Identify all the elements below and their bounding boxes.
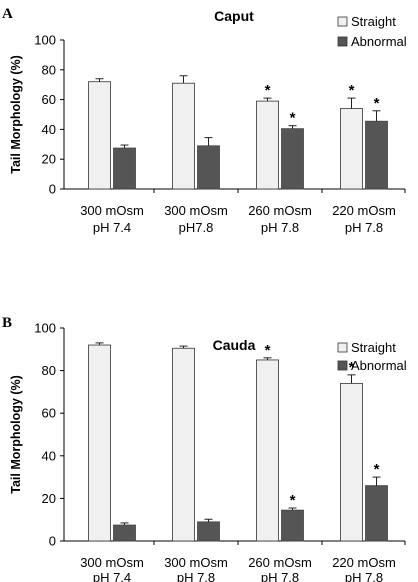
panel-letter: A (2, 6, 13, 22)
bar-abnormal (281, 128, 304, 190)
y-tick-label: 80 (42, 363, 56, 378)
chart-title: Cauda (213, 337, 256, 353)
category-label-line2: pH7.8 (179, 220, 214, 235)
y-tick-label: 80 (42, 62, 56, 77)
bar-abnormal (113, 524, 136, 542)
significance-star: * (349, 82, 355, 99)
y-tick-label: 0 (49, 182, 56, 197)
y-axis-label: Tail Morphology (%) (9, 55, 23, 174)
y-tick-label: 20 (42, 152, 56, 167)
significance-star: * (374, 461, 380, 478)
y-tick-label: 40 (42, 122, 56, 137)
bar-straight (340, 382, 363, 542)
category-label-line2: pH 7.4 (93, 570, 131, 582)
y-tick-label: 100 (34, 321, 56, 336)
category-label-line2: pH 7.8 (261, 220, 299, 235)
significance-star: * (349, 359, 355, 376)
bar-straight (256, 100, 279, 190)
category-label-line1: 220 mOsm (332, 203, 396, 218)
category-label-line1: 300 mOsm (80, 203, 144, 218)
y-tick-label: 60 (42, 406, 56, 421)
y-tick-label: 100 (34, 33, 56, 48)
bar-straight (256, 359, 279, 542)
category-label-line1: 220 mOsm (332, 555, 396, 570)
legend-label-straight: Straight (351, 340, 396, 355)
legend-swatch-straight (337, 342, 348, 353)
panel-caput: A Caput Tail Morphology (%) 0 20 40 60 80 100 300… (2, 6, 407, 235)
significance-star: * (290, 110, 296, 127)
bar-abnormal (197, 145, 220, 190)
bar-abnormal (197, 521, 220, 542)
category-label-line2: pH 7.4 (93, 220, 131, 235)
bar-abnormal (365, 120, 388, 190)
legend-label-straight: Straight (351, 14, 396, 29)
category-label-line1: 260 mOsm (248, 555, 312, 570)
chart-title: Caput (214, 8, 254, 24)
bar-straight (340, 108, 363, 190)
y-tick-label: 60 (42, 92, 56, 107)
legend-swatch-abnormal (337, 360, 348, 371)
category-label-line1: 300 mOsm (164, 555, 228, 570)
y-tick-label: 20 (42, 491, 56, 506)
panel-letter: B (2, 315, 12, 331)
legend-label-abnormal: Abnormal (351, 34, 407, 49)
bar-straight (172, 347, 195, 542)
significance-star: * (290, 492, 296, 509)
significance-star: * (265, 82, 271, 99)
significance-star: * (265, 342, 271, 359)
legend-label-abnormal: Abnormal (351, 358, 407, 373)
category-label-line1: 300 mOsm (164, 203, 228, 218)
category-label-line1: 260 mOsm (248, 203, 312, 218)
bar-straight (88, 344, 111, 542)
significance-star: * (374, 95, 380, 112)
bar-abnormal (281, 509, 304, 542)
bar-abnormal (113, 147, 136, 190)
bar-straight (88, 81, 111, 190)
category-label-line2: pH 7.8 (177, 570, 215, 582)
legend-swatch-straight (337, 16, 348, 27)
y-axis-label: Tail Morphology (%) (9, 375, 23, 494)
category-label-line2: pH 7.8 (261, 570, 299, 582)
bar-abnormal (365, 485, 388, 542)
category-label-line2: pH 7.8 (345, 570, 383, 582)
legend-swatch-abnormal (337, 36, 348, 47)
category-label-line1: 300 mOsm (80, 555, 144, 570)
bar-straight (172, 82, 195, 190)
y-tick-label: 40 (42, 448, 56, 463)
category-label-line2: pH 7.8 (345, 220, 383, 235)
y-tick-label: 0 (49, 534, 56, 549)
panel-cauda: B Cauda Tail Morphology (%) 0 20 40 60 80 100 300… (2, 315, 407, 582)
